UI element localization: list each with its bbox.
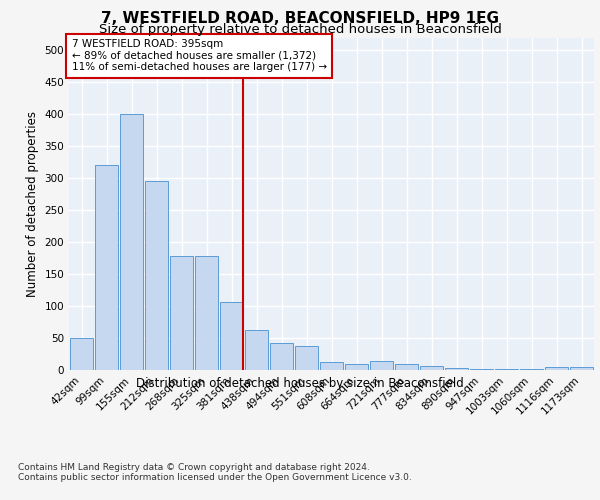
Bar bbox=[95, 166, 118, 370]
Bar bbox=[170, 256, 193, 370]
Text: Contains HM Land Registry data © Crown copyright and database right 2024.
Contai: Contains HM Land Registry data © Crown c… bbox=[18, 462, 412, 482]
Y-axis label: Number of detached properties: Number of detached properties bbox=[26, 111, 39, 296]
Bar bbox=[245, 330, 268, 370]
Bar bbox=[545, 367, 568, 370]
Bar bbox=[269, 343, 293, 370]
Text: 7 WESTFIELD ROAD: 395sqm
← 89% of detached houses are smaller (1,372)
11% of sem: 7 WESTFIELD ROAD: 395sqm ← 89% of detach… bbox=[71, 39, 327, 72]
Bar bbox=[70, 338, 94, 370]
Bar bbox=[295, 346, 319, 370]
Bar bbox=[344, 364, 368, 370]
Bar bbox=[220, 302, 244, 370]
Bar bbox=[194, 256, 218, 370]
Bar bbox=[119, 114, 143, 370]
Bar bbox=[395, 364, 418, 370]
Bar bbox=[569, 368, 593, 370]
Bar bbox=[419, 366, 443, 370]
Text: 7, WESTFIELD ROAD, BEACONSFIELD, HP9 1EG: 7, WESTFIELD ROAD, BEACONSFIELD, HP9 1EG bbox=[101, 11, 499, 26]
Bar bbox=[145, 182, 169, 370]
Text: Size of property relative to detached houses in Beaconsfield: Size of property relative to detached ho… bbox=[98, 22, 502, 36]
Bar bbox=[445, 368, 469, 370]
Bar bbox=[320, 362, 343, 370]
Bar bbox=[370, 361, 394, 370]
Text: Distribution of detached houses by size in Beaconsfield: Distribution of detached houses by size … bbox=[136, 378, 464, 390]
